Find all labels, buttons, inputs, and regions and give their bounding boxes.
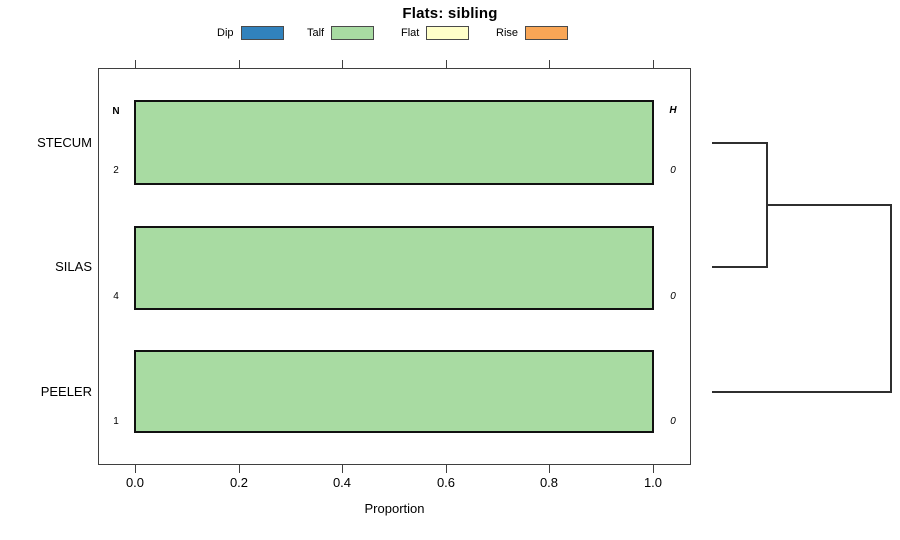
- x-axis-tick-top: [653, 60, 654, 68]
- legend-swatch-flat: [426, 26, 470, 40]
- x-axis-tick-top: [135, 60, 136, 68]
- h-column-header: H: [669, 105, 677, 116]
- x-axis-tick-top: [342, 60, 343, 68]
- legend-item-dip: Dip: [217, 25, 284, 41]
- x-tick-label: 0.6: [436, 475, 456, 490]
- legend-label-flat: Flat: [401, 27, 420, 39]
- dendrogram-branch-silas: [712, 266, 768, 268]
- legend-swatch-talf: [331, 26, 375, 40]
- x-axis-tick-top: [446, 60, 447, 68]
- n-value-silas: 4: [113, 291, 119, 302]
- n-value-stecum: 2: [113, 165, 119, 176]
- legend-item-rise: Rise: [496, 25, 569, 41]
- x-axis-tick-bottom: [446, 465, 447, 473]
- x-tick-label: 0.8: [539, 475, 559, 490]
- bar-stecum-talf: [134, 100, 654, 185]
- bar-peeler-talf: [134, 350, 654, 433]
- legend-label-talf: Talf: [307, 27, 325, 39]
- h-value-peeler: 0: [670, 416, 676, 427]
- dendrogram-branch-cluster1: [766, 204, 892, 206]
- chart-title: Flats: sibling: [402, 5, 498, 22]
- n-column-header: N: [112, 106, 120, 117]
- h-value-stecum: 0: [670, 165, 676, 176]
- h-value-silas: 0: [670, 291, 676, 302]
- x-tick-label: 0.0: [125, 475, 145, 490]
- x-axis-tick-bottom: [342, 465, 343, 473]
- x-tick-label: 1.0: [643, 475, 663, 490]
- dendrogram-branch-peeler: [712, 391, 892, 393]
- legend-swatch-rise: [525, 26, 569, 40]
- x-axis-tick-bottom: [239, 465, 240, 473]
- x-axis-title: Proportion: [364, 501, 425, 516]
- legend-item-talf: Talf: [307, 25, 375, 41]
- x-axis-tick-top: [239, 60, 240, 68]
- legend-swatch-dip: [240, 26, 284, 40]
- x-axis-tick-top: [549, 60, 550, 68]
- x-tick-label: 0.4: [332, 475, 352, 490]
- dendrogram-branch-stecum: [712, 142, 768, 144]
- legend-item-flat: Flat: [401, 25, 470, 41]
- x-axis-tick-bottom: [549, 465, 550, 473]
- bar-silas-talf: [134, 226, 654, 310]
- x-axis-tick-bottom: [135, 465, 136, 473]
- dendrogram-join-root: [890, 204, 892, 393]
- legend-label-dip: Dip: [217, 27, 234, 39]
- plot-area: [98, 68, 691, 465]
- y-label-silas: SILAS: [55, 259, 92, 274]
- x-tick-label: 0.2: [229, 475, 249, 490]
- y-label-stecum: STECUM: [37, 135, 92, 150]
- legend-label-rise: Rise: [496, 27, 519, 39]
- y-label-peeler: PEELER: [40, 384, 92, 399]
- n-value-peeler: 1: [113, 416, 119, 427]
- x-axis-tick-bottom: [653, 465, 654, 473]
